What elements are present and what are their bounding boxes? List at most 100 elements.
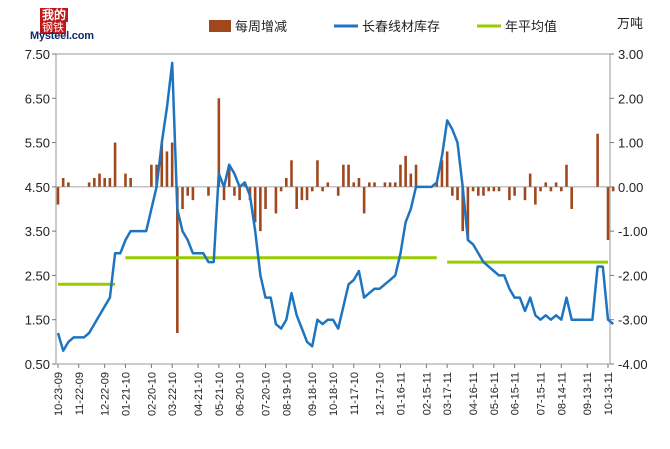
x-tick-label: 09-18-10 <box>307 372 319 416</box>
weekly-change-bar <box>497 186 501 192</box>
weekly-change-bar <box>570 186 573 209</box>
left-tick-label: 2.50 <box>25 268 50 283</box>
right-tick-label: -4.00 <box>618 357 648 372</box>
inventory-series-line <box>56 61 615 352</box>
weekly-change-bar <box>347 164 350 187</box>
weekly-change-bar <box>259 186 262 232</box>
weekly-change-bar <box>264 186 267 209</box>
left-tick-label: 5.50 <box>25 136 50 151</box>
weekly-change-bar <box>336 186 340 196</box>
weekly-change-bar <box>368 182 371 187</box>
weekly-change-bar <box>316 160 319 187</box>
weekly-change-bar <box>238 186 241 201</box>
weekly-change-bar <box>113 142 117 187</box>
weekly-change-bar <box>352 182 356 187</box>
weekly-change-bar <box>451 186 454 196</box>
x-tick-label: 10-18-10 <box>328 372 340 416</box>
legend: 每周增减 长春线材库存 年平均值 <box>209 19 557 35</box>
left-tick-label: 4.50 <box>25 180 50 195</box>
weekly-change-bar <box>87 182 91 187</box>
weekly-change-bar <box>108 178 112 187</box>
weekly-change-bar <box>274 186 278 214</box>
weekly-change-bar <box>129 178 132 187</box>
left-axis-ticks: 0.50 1.50 2.50 3.50 4.50 5.50 6.50 7.50 <box>25 47 56 372</box>
left-tick-label: 0.50 <box>25 357 50 372</box>
weekly-change-bar <box>285 178 288 187</box>
weekly-change-bar <box>456 186 459 201</box>
right-axis-unit: 万吨 <box>617 17 643 32</box>
weekly-change-bar <box>103 178 106 187</box>
weekly-change-bar <box>362 186 366 214</box>
weekly-change-bar <box>399 164 402 187</box>
right-tick-label: 3.00 <box>618 47 643 62</box>
x-tick-label: 08-14-11 <box>556 372 568 415</box>
weekly-change-bar <box>165 151 169 187</box>
logo-cn-top: 我的 <box>40 8 69 22</box>
weekly-change-bar <box>611 186 615 192</box>
weekly-change-bar <box>508 186 511 201</box>
weekly-change-bar <box>383 182 387 187</box>
weekly-change-bar <box>207 186 210 196</box>
weekly-change-bar <box>150 164 153 187</box>
x-tick-label: 11-22-09 <box>74 372 86 415</box>
x-tick-label: 06-20-10 <box>235 372 247 416</box>
x-tick-label: 03-22-10 <box>167 372 179 416</box>
weekly-change-bar <box>414 164 418 187</box>
weekly-change-bar <box>528 173 532 187</box>
weekly-change-bar <box>435 182 439 187</box>
weekly-change-bar <box>357 178 361 187</box>
weekly-change-bar <box>93 178 96 187</box>
weekly-change-bar <box>513 186 516 196</box>
left-tick-label: 7.50 <box>25 47 50 62</box>
right-tick-label: 2.00 <box>618 91 643 106</box>
x-tick-label: 05-21-10 <box>214 372 226 416</box>
x-tick-label: 07-15-11 <box>536 372 548 415</box>
x-tick-label: 06-15-11 <box>510 372 522 415</box>
left-tick-label: 3.50 <box>25 224 50 239</box>
weekly-change-bar <box>482 186 485 196</box>
weekly-change-bar <box>534 186 537 205</box>
x-tick-label: 12-17-10 <box>375 372 387 416</box>
right-tick-label: -2.00 <box>618 268 648 283</box>
weekly-change-bar <box>342 164 345 187</box>
legend-label-annual-average: 年平均值 <box>505 19 557 35</box>
weekly-change-bar <box>300 186 304 201</box>
right-tick-label: -3.00 <box>618 313 648 328</box>
weekly-change-bar <box>560 186 563 192</box>
x-tick-label: 10-23-09 <box>53 372 65 416</box>
weekly-change-bar <box>409 173 413 187</box>
weekly-change-bar <box>233 186 236 196</box>
weekly-change-bar <box>321 186 324 192</box>
logo-cn-bottom: 钢铁 <box>40 21 66 34</box>
x-tick-label: 04-21-10 <box>193 372 205 416</box>
x-tick-label: 08-19-10 <box>281 372 293 416</box>
x-tick-label: 04-16-11 <box>468 372 480 415</box>
x-tick-label: 02-15-11 <box>421 372 433 415</box>
weekly-change-bar <box>310 186 314 192</box>
x-tick-label: 03-17-11 <box>442 372 454 415</box>
weekly-change-bar <box>305 186 309 201</box>
right-tick-label: -1.00 <box>618 224 648 239</box>
weekly-change-bar <box>606 186 610 240</box>
weekly-change-bar <box>191 186 195 201</box>
weekly-change-bar <box>466 186 470 240</box>
weekly-change-bar <box>539 186 542 192</box>
weekly-change-bar <box>565 164 568 187</box>
weekly-change-bar <box>373 182 376 187</box>
inventory-line <box>56 61 615 352</box>
weekly-change-bar <box>124 173 127 187</box>
plot-area-border <box>55 53 611 365</box>
weekly-change-bar <box>279 186 283 192</box>
weekly-change-bar <box>471 186 475 192</box>
x-tick-label: 05-16-11 <box>489 372 501 415</box>
weekly-change-bar <box>160 142 164 187</box>
weekly-change-bar <box>222 186 226 201</box>
weekly-change-bar <box>61 178 65 187</box>
weekly-change-bar <box>461 186 465 232</box>
weekly-change-bar <box>549 186 553 192</box>
weekly-change-bar <box>176 186 179 333</box>
weekly-change-bar <box>388 182 392 187</box>
weekly-change-bar <box>155 164 158 187</box>
weekly-change-bar <box>492 186 496 192</box>
mysteel-logo: 我的 钢铁 Mysteel.com <box>30 6 106 44</box>
